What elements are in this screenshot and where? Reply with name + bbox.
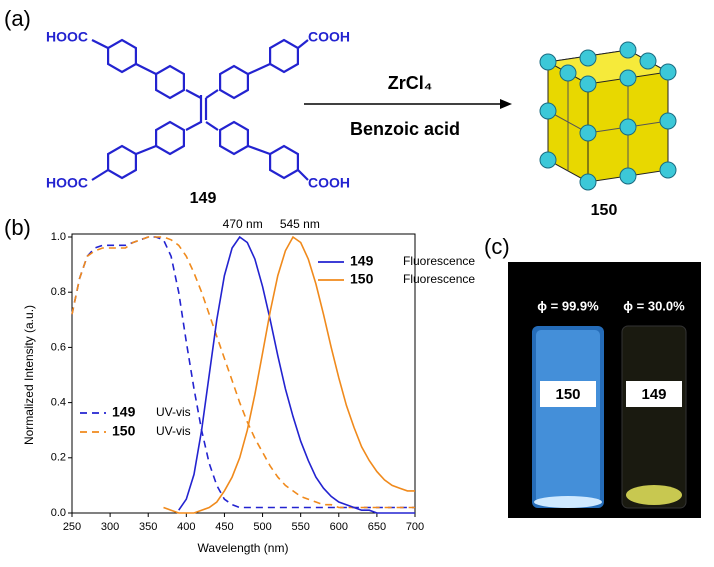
- legend-label: UV-vis: [156, 405, 191, 419]
- bond: [205, 89, 219, 99]
- y-axis-label: Normalized Intensity (a.u.): [22, 305, 36, 445]
- benzene-ring: [269, 38, 299, 74]
- legend-label: 149: [350, 253, 374, 269]
- x-tick-label: 350: [139, 521, 157, 533]
- y-tick-label: 0.2: [51, 452, 66, 464]
- benzene-ring: [219, 64, 249, 100]
- vial-tag: [540, 381, 596, 407]
- vial-label: 149: [641, 386, 666, 403]
- x-tick-label: 650: [368, 521, 386, 533]
- zr-cluster: [539, 53, 557, 71]
- bond: [135, 144, 157, 156]
- mof-structure: [539, 41, 677, 191]
- zr-cluster: [539, 151, 557, 169]
- legend-label: Fluorescence: [403, 272, 475, 286]
- spectra-chart: Wavelength (nm) Normalized Intensity (a.…: [22, 217, 475, 555]
- benzene-ring: [269, 144, 299, 180]
- bond: [185, 89, 202, 99]
- y-tick-label: 0.0: [51, 507, 66, 519]
- x-tick-label: 550: [291, 521, 309, 533]
- zr-cluster: [659, 63, 677, 81]
- x-tick-label: 700: [406, 521, 424, 533]
- bond: [91, 169, 109, 181]
- ligand-structure: [91, 38, 309, 181]
- y-tick-label: 0.6: [51, 341, 66, 353]
- benzene-ring: [106, 144, 137, 180]
- acid-group: COOH: [308, 29, 350, 45]
- benzene-ring: [219, 120, 249, 156]
- zr-cluster: [619, 69, 637, 87]
- panel-label: (a): [4, 6, 31, 31]
- zr-cluster: [659, 161, 677, 179]
- compound-label: 150: [591, 202, 618, 219]
- zr-cluster: [579, 173, 597, 191]
- bond: [297, 39, 309, 49]
- panel-label: (b): [4, 215, 31, 240]
- additive: Benzoic acid: [350, 119, 460, 139]
- arrow-head: [500, 99, 512, 109]
- quantum-yield: ϕ = 99.9%: [537, 298, 599, 313]
- zr-cluster: [619, 41, 637, 59]
- plot-frame: [71, 233, 416, 514]
- bond: [247, 62, 271, 76]
- bond: [297, 169, 309, 181]
- zr-cluster: [579, 49, 597, 67]
- acid-group: COOH: [308, 175, 350, 191]
- x-tick-label: 300: [101, 521, 119, 533]
- vial-label: 150: [555, 386, 580, 403]
- y-tick-label: 0.4: [51, 397, 66, 409]
- bond: [135, 63, 157, 75]
- acid-group: HOOC: [46, 29, 88, 45]
- series-line: [71, 236, 415, 509]
- compound-label: 149: [190, 190, 217, 207]
- bond: [185, 121, 202, 131]
- zr-cluster: [539, 102, 557, 120]
- legend-label: 150: [112, 423, 136, 439]
- quantum-yield: ϕ = 30.0%: [623, 298, 685, 313]
- benzene-ring: [155, 120, 185, 156]
- vial-tag: [626, 381, 682, 407]
- x-tick-label: 450: [215, 521, 233, 533]
- x-tick-label: 500: [253, 521, 271, 533]
- series-line: [71, 236, 415, 509]
- legend-label: 150: [350, 271, 374, 287]
- zr-cluster: [639, 52, 657, 70]
- y-tick-label: 0.8: [51, 286, 66, 298]
- legend-label: Fluorescence: [403, 254, 475, 268]
- zr-cluster: [619, 118, 637, 136]
- peak-annotation: 470 nm: [223, 217, 263, 231]
- series-line: [163, 235, 415, 514]
- vial-photo: ϕ = 99.9% 150 ϕ = 30.0% 149: [508, 262, 701, 518]
- bond: [247, 144, 271, 156]
- zr-cluster: [619, 167, 637, 185]
- series-line: [178, 235, 415, 514]
- zr-cluster: [559, 64, 577, 82]
- zr-cluster: [579, 75, 597, 93]
- zr-cluster: [659, 112, 677, 130]
- peak-annotation: 545 nm: [280, 217, 320, 231]
- legend-label: 149: [112, 404, 136, 420]
- x-tick-label: 400: [177, 521, 195, 533]
- benzene-ring: [106, 38, 137, 74]
- bond: [91, 39, 109, 49]
- bond: [205, 121, 219, 131]
- x-tick-label: 250: [63, 521, 81, 533]
- legend-label: UV-vis: [156, 424, 191, 438]
- zr-cluster: [579, 124, 597, 142]
- acid-group: HOOC: [46, 175, 88, 191]
- panel-label: (c): [484, 234, 510, 259]
- x-axis-label: Wavelength (nm): [198, 541, 289, 555]
- y-tick-label: 1.0: [51, 231, 66, 243]
- reagent: ZrCl₄: [388, 73, 433, 93]
- x-tick-label: 600: [330, 521, 348, 533]
- benzene-ring: [155, 64, 185, 100]
